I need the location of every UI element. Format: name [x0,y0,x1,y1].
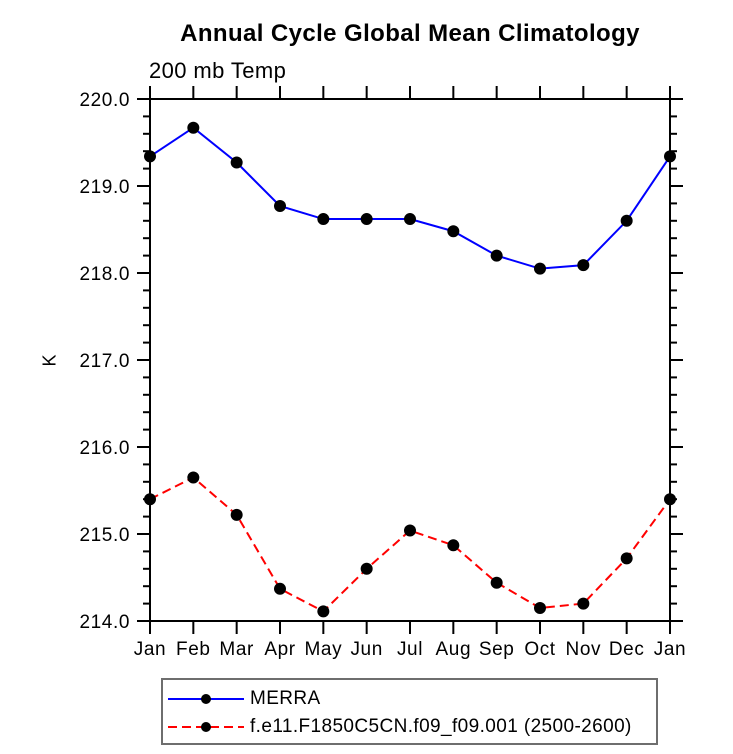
x-tick-label: Mar [219,639,254,660]
x-tick-label: Jul [397,639,423,660]
data-point-marker [490,576,503,589]
y-tick-label: 220.0 [79,90,130,111]
x-tick-label: Jun [350,639,382,660]
y-tick-label: 217.0 [79,351,130,372]
x-tick-label: Aug [436,639,472,660]
legend-item: f.e11.F1850C5CN.f09_f09.001 (2500-2600) [163,713,656,741]
data-point-marker [447,225,460,238]
data-point-marker [490,249,503,262]
y-tick-label: 215.0 [79,525,130,546]
data-point-marker [144,493,156,506]
x-tick-label: Jan [654,639,686,660]
chart-title: Annual Cycle Global Mean Climatology [180,20,640,47]
plot-area: Jan Feb Mar Apr May Jun Jul Aug Sep Oct Nov Dec Jan2… [79,86,686,660]
data-point-marker [187,471,200,484]
data-point-marker [534,601,546,614]
legend: MERRA f.e11.F1850C5CN.f09_f09.001 (2500-2… [161,678,658,745]
data-point-marker [317,213,330,226]
data-point-marker [360,213,373,226]
data-point-marker [404,524,416,537]
y-tick-label: 216.0 [79,438,130,459]
x-tick-label: Oct [524,639,555,660]
legend-item: MERRA [163,685,656,713]
y-tick-label: 218.0 [79,264,130,285]
x-tick-label: Nov [566,639,602,660]
data-point-marker [404,213,416,226]
data-point-marker [274,582,286,595]
data-point-marker [577,259,590,272]
series-line-1 [149,476,671,613]
data-point-marker [447,539,460,552]
y-tick-label: 214.0 [79,612,130,633]
x-tick-label: Apr [264,639,295,660]
line-marker-sample-icon [168,722,244,732]
x-tick-label: Dec [609,639,645,660]
data-point-marker [577,597,590,610]
plot-frame [149,98,671,622]
x-tick-label: Feb [176,639,211,660]
x-tick-label: May [304,639,342,660]
data-point-marker [360,562,373,575]
data-point-marker [230,508,243,521]
data-point-marker [317,605,330,618]
data-point-marker [620,214,633,227]
data-point-marker [230,156,243,169]
legend-label: MERRA [250,688,321,709]
legend-label: f.e11.F1850C5CN.f09_f09.001 (2500-2600) [250,716,632,737]
data-point-marker [664,493,676,506]
data-point-marker [534,262,546,275]
data-point-marker [664,150,676,163]
data-point-marker [620,552,633,565]
y-tick-label: 219.0 [79,177,130,198]
x-tick-label: Sep [479,639,515,660]
data-point-marker [274,200,286,213]
x-tick-label: Jan [134,639,166,660]
data-point-marker [144,150,156,163]
chart-subtitle: 200 mb Temp [149,58,287,83]
line-marker-sample-icon [168,694,244,704]
series-line-0 [149,126,671,270]
data-point-marker [187,121,200,134]
